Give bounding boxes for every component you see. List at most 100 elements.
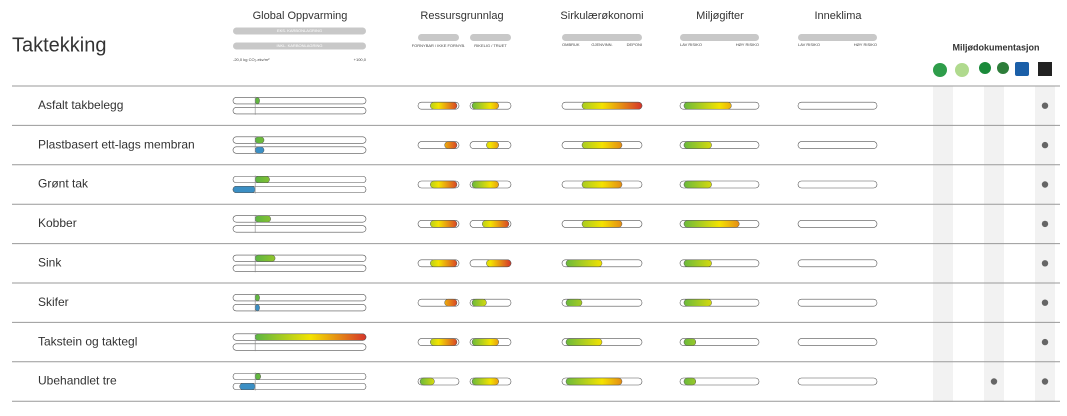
row-label: Kobber xyxy=(38,216,77,230)
scale-label: LAV RISIKO xyxy=(798,42,820,47)
bar xyxy=(444,141,458,149)
bar xyxy=(430,101,458,110)
scale-pill xyxy=(233,27,366,35)
track xyxy=(797,141,878,149)
doc-dot xyxy=(1041,102,1049,109)
column-title: Sirkulærøkonomi xyxy=(560,10,643,22)
scale-pill xyxy=(470,34,511,41)
page-title: Taktekking xyxy=(12,34,107,56)
bar xyxy=(254,136,265,144)
bar xyxy=(471,180,499,189)
scale-pill xyxy=(562,34,642,41)
track xyxy=(232,215,367,223)
bar xyxy=(565,338,603,346)
bar xyxy=(482,220,510,228)
doc-dot xyxy=(1041,338,1049,346)
bar xyxy=(565,259,603,268)
track xyxy=(232,294,367,302)
bar xyxy=(565,377,623,386)
bar xyxy=(254,176,270,183)
scale-label: RIKELIG / TRUET xyxy=(474,43,507,48)
track xyxy=(232,146,367,154)
scale-label: DEPONI xyxy=(627,42,642,47)
column-title: Global Oppvarming xyxy=(253,10,348,22)
axis-label: +100,0 xyxy=(354,57,367,62)
axis-label: -20,0 kg CO₂-ekv/m² xyxy=(233,57,270,62)
track xyxy=(232,107,367,115)
track xyxy=(232,225,367,233)
column-title: Inneklima xyxy=(814,10,862,22)
doc-dot xyxy=(1041,181,1049,188)
track xyxy=(797,377,878,386)
bar xyxy=(232,186,256,193)
bar xyxy=(683,338,697,346)
bar xyxy=(683,377,697,386)
bar xyxy=(254,215,271,223)
scale-label: HØY RISIKO xyxy=(736,42,759,47)
bar xyxy=(581,101,643,110)
bar xyxy=(430,220,458,228)
track xyxy=(797,220,878,228)
bar xyxy=(471,298,487,307)
bar xyxy=(254,333,367,341)
bar xyxy=(486,259,512,268)
row-label: Asfalt takbelegg xyxy=(38,98,123,112)
scale-pill xyxy=(418,34,459,41)
bar xyxy=(254,97,260,105)
bar xyxy=(565,298,583,307)
track xyxy=(797,338,878,346)
column-title: Ressursgrunnlag xyxy=(420,10,503,22)
row-label: Takstein og taktegl xyxy=(38,334,137,348)
scale-label: HØY RISIKO xyxy=(854,42,877,47)
bar xyxy=(430,259,458,268)
bar xyxy=(254,373,261,380)
track xyxy=(232,136,367,144)
bar xyxy=(683,101,732,110)
doc-dot xyxy=(1041,378,1049,385)
track xyxy=(232,372,367,381)
track xyxy=(797,259,878,268)
cert-icons xyxy=(933,62,1052,77)
track xyxy=(232,97,367,105)
scale-pill xyxy=(680,34,759,41)
bar xyxy=(254,254,276,262)
column-title: Miljødokumentasjon xyxy=(952,42,1039,52)
bar xyxy=(254,304,260,312)
track xyxy=(232,382,367,391)
track xyxy=(679,338,760,346)
bar xyxy=(254,294,260,302)
scale-label: OMBRUK xyxy=(562,42,580,47)
track xyxy=(232,304,367,312)
doc-dot xyxy=(1041,220,1049,228)
series-label: INKL. KARBONLAGRING xyxy=(276,43,322,48)
row-label: Ubehandlet tre xyxy=(38,374,117,388)
row-label: Plastbasert ett-lags membran xyxy=(38,137,195,151)
row-label: Skifer xyxy=(38,295,69,309)
bar xyxy=(471,101,499,110)
column-title: Miljøgifter xyxy=(696,10,744,22)
track xyxy=(679,377,760,386)
scale-label: GJENVINN. xyxy=(591,42,612,47)
bar xyxy=(471,338,499,346)
doc-dot xyxy=(1041,260,1049,267)
bar xyxy=(419,377,435,386)
track xyxy=(232,254,367,262)
track xyxy=(797,101,878,110)
doc-dot xyxy=(1041,299,1049,306)
track xyxy=(232,175,367,184)
bar xyxy=(683,141,712,149)
bar xyxy=(683,298,712,307)
track xyxy=(797,298,878,307)
scale-pill xyxy=(233,42,366,50)
track xyxy=(561,298,643,307)
bar xyxy=(581,220,623,228)
bar xyxy=(581,180,623,189)
track xyxy=(797,180,878,189)
scale-pill xyxy=(798,34,877,41)
bar xyxy=(254,146,265,154)
scale-label: FORNYBAR / IKKE FORNYB. xyxy=(412,43,466,48)
bar xyxy=(430,338,458,346)
bar xyxy=(683,180,712,189)
bar xyxy=(430,180,458,189)
